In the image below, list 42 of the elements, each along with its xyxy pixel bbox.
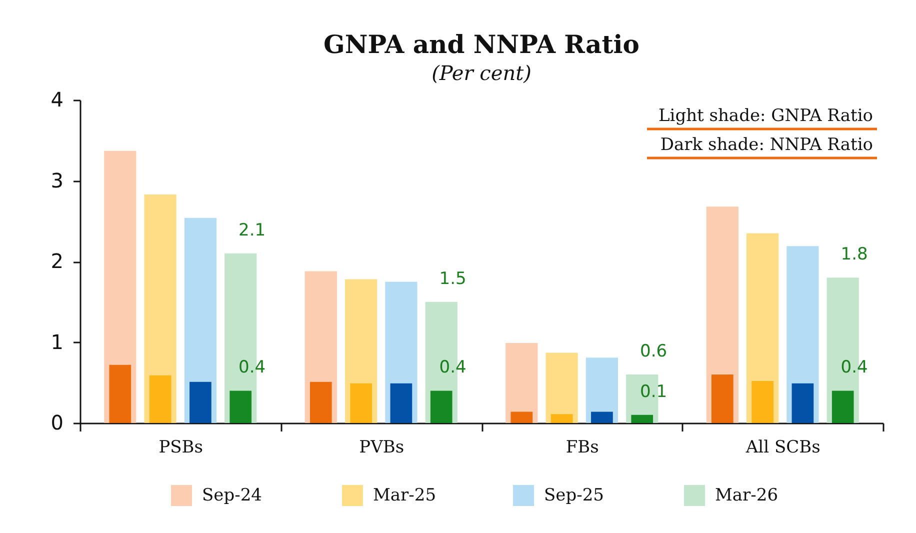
x-tick-label: All SCBs [744,438,820,458]
legend-label: Sep-25 [544,486,604,506]
data-label: 1.5 [439,268,466,289]
bar [390,383,412,423]
bar [832,390,854,423]
y-tick-label: 2 [50,249,64,273]
y-tick-label: 0 [50,410,64,434]
bar [591,412,613,423]
data-label: 1.8 [840,244,868,265]
y-tick-label: 3 [50,168,64,192]
bar [631,414,654,423]
data-label: 0.1 [640,382,668,402]
legend-label: Mar-25 [373,486,436,506]
bar [550,414,573,423]
x-tick-label: FBs [566,438,599,458]
x-tick-label: PVBs [359,438,404,458]
data-label: 0.6 [640,342,668,362]
bar [711,374,734,423]
legend-label: Sep-24 [202,486,262,506]
chart-title: GNPA and NNPA Ratio [324,30,640,59]
annotation: Dark shade: NNPA Ratio [660,135,873,155]
bar [109,364,132,423]
x-tick-label: PSBs [158,438,204,458]
bar [310,382,332,423]
chart-subtitle: (Per cent) [432,61,532,85]
y-tick-label: 1 [50,330,64,354]
data-label: 2.1 [238,220,266,240]
data-label: 0.4 [840,358,868,378]
bar [190,382,212,423]
bar [792,383,814,423]
bar [350,383,372,423]
legend-label: Mar-26 [715,486,778,506]
annotation: Light shade: GNPA Ratio [658,106,873,126]
bar [752,381,774,423]
bar [546,352,578,423]
bar [230,390,252,423]
data-label: 0.4 [439,358,466,378]
data-label: 0.4 [238,358,266,378]
y-tick-label: 4 [50,88,64,112]
bar [149,375,172,423]
bar [510,412,533,423]
bar [430,390,452,423]
